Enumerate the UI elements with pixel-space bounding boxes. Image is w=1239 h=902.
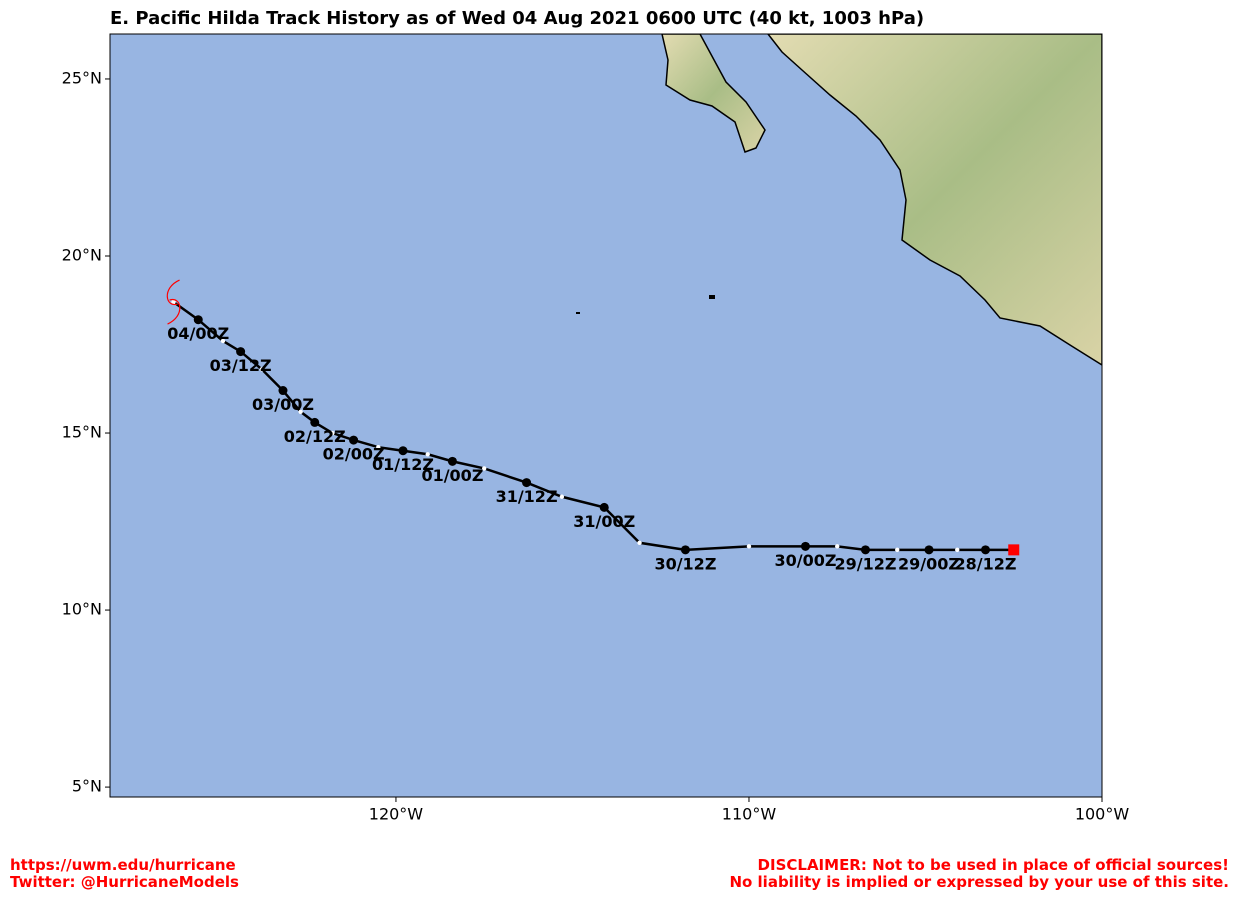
- track-label: 03/12Z: [210, 356, 272, 375]
- baja-california: [661, 34, 766, 153]
- land: [576, 34, 1102, 366]
- track-label: 01/12Z: [372, 455, 434, 474]
- track-point: [637, 540, 642, 545]
- footer-url: https://uwm.edu/hurricane: [10, 856, 236, 874]
- x-tick-label: 120°W: [369, 805, 424, 824]
- track-point: [835, 544, 840, 549]
- track-point: [259, 367, 265, 372]
- track-label: 03/00Z: [252, 395, 314, 414]
- track-point: [298, 409, 303, 414]
- track-label: 01/00Z: [421, 466, 483, 485]
- footer-disclaimer: DISCLAIMER: Not to be used in place of o…: [757, 856, 1229, 874]
- track-point: [981, 545, 991, 555]
- track-label: 30/00Z: [774, 551, 836, 570]
- track-point: [522, 478, 532, 488]
- y-tick-label: 10°N: [62, 600, 102, 619]
- track-point: [425, 452, 430, 457]
- track-point: [746, 544, 752, 549]
- track-label: 29/00Z: [898, 554, 960, 573]
- track-point: [559, 494, 565, 499]
- track-label: 31/12Z: [496, 487, 558, 506]
- track-label: 31/00Z: [573, 512, 635, 531]
- track-point: [376, 444, 381, 450]
- track-point: [924, 545, 934, 555]
- track-point: [236, 347, 246, 357]
- footer-left: https://uwm.edu/hurricane Twitter: @Hurr…: [10, 857, 239, 891]
- track-label: 29/12Z: [834, 554, 896, 573]
- storm-symbol: [166, 279, 181, 325]
- footer-right: DISCLAIMER: Not to be used in place of o…: [729, 857, 1229, 891]
- track-point: [860, 545, 870, 555]
- track-point: [482, 466, 487, 471]
- track-point: [955, 547, 960, 553]
- track-point: [193, 315, 203, 325]
- track-point: [171, 299, 176, 305]
- track-point: [330, 430, 335, 436]
- y-tick-label: 5°N: [72, 777, 102, 796]
- island: [576, 312, 580, 314]
- track-label: 02/12Z: [284, 427, 346, 446]
- y-tick-label: 20°N: [62, 245, 102, 264]
- y-tick-label: 25°N: [62, 68, 102, 87]
- track-point: [220, 338, 226, 344]
- plot-layer: 120°W 110°W 100°W 25°N 20°N 15°N 10°N 5°N 28/12Z…: [62, 68, 1130, 823]
- track-point: [398, 446, 408, 456]
- track-point: [278, 386, 288, 396]
- footer-twitter: Twitter: @HurricaneModels: [10, 873, 239, 891]
- map-frame: [109, 33, 1103, 798]
- mainland-mexico: [767, 34, 1102, 366]
- chart-title: E. Pacific Hilda Track History as of Wed…: [110, 8, 924, 29]
- track-label: 04/00Z: [167, 324, 229, 343]
- track-label: 02/00Z: [323, 445, 385, 464]
- track-point: [447, 456, 457, 466]
- track-point: [310, 417, 320, 427]
- track-point: [599, 502, 609, 512]
- island: [709, 295, 715, 299]
- footer-liability: No liability is implied or expressed by …: [729, 873, 1229, 891]
- track-label: 30/12Z: [654, 554, 716, 573]
- track-point: [680, 545, 690, 555]
- x-tick-label: 100°W: [1075, 805, 1130, 824]
- track-start: [1008, 544, 1020, 556]
- y-tick-label: 15°N: [62, 423, 102, 442]
- x-tick-label: 110°W: [722, 805, 777, 824]
- track-point: [895, 547, 900, 553]
- track-point: [800, 541, 810, 551]
- track-point: [349, 435, 359, 445]
- track-label: 28/12Z: [955, 554, 1017, 573]
